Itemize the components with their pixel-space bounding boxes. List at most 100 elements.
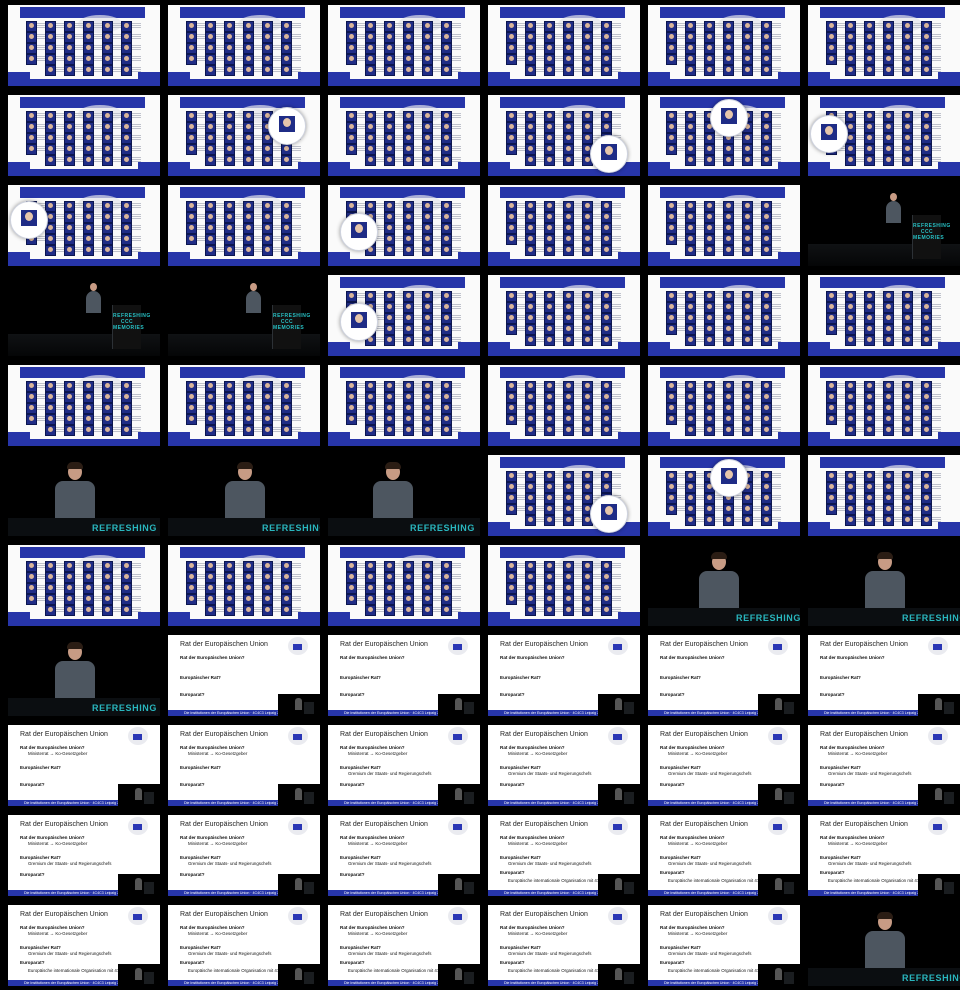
portrait-photo <box>422 122 433 133</box>
portrait-photo <box>525 392 536 403</box>
portrait-photo <box>205 583 216 594</box>
slide-footer-bar: Die Institutionen der Europäischen Union… <box>488 890 640 896</box>
caption-lines <box>216 23 225 29</box>
speaker-close-up: REFRESHING <box>328 455 480 536</box>
slide-footer-bar <box>328 349 480 356</box>
portrait-photo <box>121 155 132 166</box>
portrait-photo <box>902 313 913 324</box>
caption-lines <box>894 67 903 73</box>
portrait-photo <box>224 381 235 392</box>
caption-lines <box>395 416 404 422</box>
caption-lines <box>677 293 686 299</box>
portrait-photo <box>83 392 94 403</box>
inset-speaker <box>455 788 462 800</box>
caption-lines <box>894 394 903 400</box>
caption-lines <box>75 146 84 152</box>
answer-council: Ministerrat → Ko-Gesetzgeber <box>668 841 728 846</box>
magnifier-callout <box>710 99 748 137</box>
caption-lines <box>414 23 423 29</box>
portrait-photo <box>205 65 216 76</box>
portrait-photo <box>121 54 132 65</box>
caption-lines <box>574 484 583 490</box>
portrait-photo <box>544 425 555 436</box>
slide-thumbnail-roster <box>488 5 640 86</box>
slide-footer-text: Die Institutionen der Europäischen Union… <box>184 710 296 715</box>
caption-lines <box>273 394 282 400</box>
slide-footer-text: Die Institutionen der Europäischen Union… <box>504 980 616 985</box>
caption-lines <box>94 427 103 433</box>
caption-lines <box>216 124 225 130</box>
caption-lines <box>395 405 404 411</box>
portrait-photo <box>883 471 894 482</box>
caption-lines <box>536 574 545 580</box>
inset-lectern <box>144 882 154 894</box>
caption-lines <box>254 574 263 580</box>
portrait-photo <box>563 515 574 526</box>
portrait-photo <box>723 302 734 313</box>
caption-lines <box>235 236 244 242</box>
inset-lectern <box>304 702 314 714</box>
caption-lines <box>395 574 404 580</box>
caption-lines <box>517 146 526 152</box>
caption-lines <box>292 394 301 400</box>
slide-footer-bar <box>8 619 160 626</box>
slide-footer-bar: Die Institutionen der Europäischen Union… <box>648 890 800 896</box>
slide-footer-bar: Die Institutionen der Europäischen Union… <box>488 980 640 986</box>
question-council: Rat der Europäischen Union? <box>180 835 245 840</box>
caption-lines <box>197 203 206 209</box>
slide-header-bar <box>500 7 625 18</box>
slide-footer-bar <box>328 619 480 626</box>
portrait-photo <box>723 335 734 346</box>
caption-lines <box>113 596 122 602</box>
portrait-photo <box>422 605 433 616</box>
portrait-photo <box>365 111 376 122</box>
portrait-photo <box>121 403 132 414</box>
portrait-photo <box>506 313 517 324</box>
caption-lines <box>132 427 141 433</box>
caption-lines <box>56 135 65 141</box>
caption-lines <box>772 506 781 512</box>
caption-lines <box>772 405 781 411</box>
caption-lines <box>734 135 743 141</box>
portrait-photo <box>243 605 254 616</box>
portrait-photo <box>224 54 235 65</box>
lectern: REFRESHING CCC MEMORIES <box>272 305 310 349</box>
caption-lines <box>235 135 244 141</box>
portrait-photo <box>902 471 913 482</box>
portrait-photo <box>83 111 94 122</box>
caption-lines <box>94 113 103 119</box>
answer-european-council: Gremium der Staats- und Regierungschefs <box>348 771 432 776</box>
slide-title: Rat der Europäischen Union <box>820 731 908 738</box>
caption-lines <box>37 585 46 591</box>
portrait-photo <box>422 594 433 605</box>
portrait-photo <box>826 493 837 504</box>
caption-lines <box>536 236 545 242</box>
portrait-photo <box>64 212 75 223</box>
portrait-photo <box>845 302 856 313</box>
caption-lines <box>574 236 583 242</box>
portrait-photo <box>26 111 37 122</box>
lectern-top <box>648 608 800 626</box>
caption-lines <box>414 236 423 242</box>
portrait-photo <box>506 583 517 594</box>
caption-lines <box>37 23 46 29</box>
portrait-photo <box>26 54 37 65</box>
portrait-photo <box>224 122 235 133</box>
portrait-photo <box>205 212 216 223</box>
portrait-photo <box>761 302 772 313</box>
caption-lines <box>273 45 282 51</box>
caption-lines <box>433 337 442 343</box>
portrait-photo <box>384 111 395 122</box>
caption-lines <box>734 293 743 299</box>
caption-lines <box>677 416 686 422</box>
caption-lines <box>932 34 941 40</box>
portrait-photo <box>45 583 56 594</box>
question-council-of-europe: Europarat? <box>820 692 845 697</box>
portrait-photo <box>826 32 837 43</box>
portrait-photo <box>864 43 875 54</box>
caption-lines <box>856 293 865 299</box>
caption-lines <box>132 416 141 422</box>
caption-lines <box>395 247 404 253</box>
portrait-photo <box>525 561 536 572</box>
portrait-photo <box>281 594 292 605</box>
